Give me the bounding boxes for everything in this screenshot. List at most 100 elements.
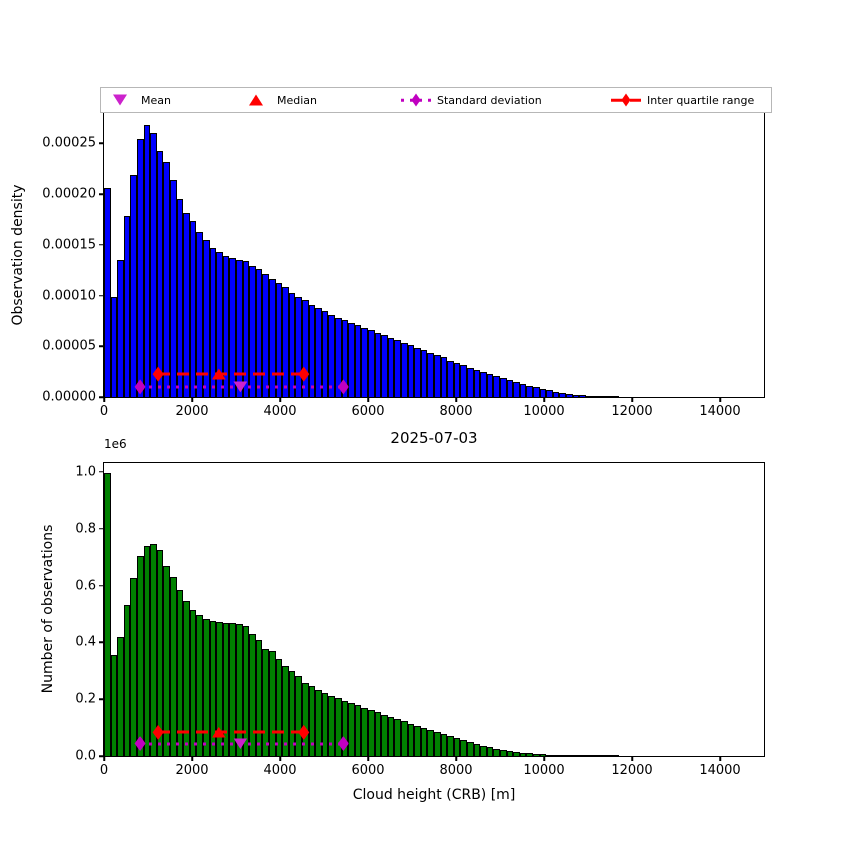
- histogram-bar: [546, 754, 553, 756]
- histogram-bar: [308, 304, 316, 397]
- histogram-bar: [473, 369, 481, 397]
- x-tick: [631, 756, 633, 761]
- histogram-bar: [275, 658, 283, 756]
- histogram-bar: [341, 700, 349, 756]
- histogram-bar: [519, 383, 527, 397]
- x-tick: [543, 397, 545, 402]
- triangle-down-icon: [113, 94, 127, 106]
- x-tick-label: 8000: [439, 763, 473, 778]
- histogram-bar: [407, 345, 415, 397]
- histogram-bar: [585, 395, 593, 397]
- histogram-bar: [493, 375, 500, 397]
- histogram-bar: [374, 333, 382, 397]
- histogram-bar: [440, 733, 448, 756]
- histogram-bar: [486, 373, 494, 397]
- histogram-bar: [117, 260, 124, 397]
- histogram-bar: [493, 748, 500, 756]
- legend-item-std: Standard deviation: [401, 88, 542, 112]
- histogram-bar: [203, 239, 210, 397]
- histogram-bar: [605, 755, 613, 756]
- legend: Mean Median Standard deviation Inter qua…: [100, 87, 772, 113]
- iqr-diamond-marker: [152, 724, 164, 740]
- bottom-y-axis-label: Number of observations: [40, 524, 56, 694]
- histogram-bar: [176, 199, 184, 397]
- histogram-bar: [216, 251, 223, 397]
- histogram-bar: [539, 754, 547, 756]
- histogram-bar: [170, 179, 177, 397]
- histogram-bar: [315, 690, 322, 756]
- diamond-icon: [621, 93, 631, 107]
- x-tick: [719, 756, 721, 761]
- histogram-bar: [348, 703, 355, 756]
- iqr-line: [158, 730, 304, 734]
- x-tick-label: 6000: [351, 404, 385, 419]
- top-y-axis-label: Observation density: [10, 184, 26, 326]
- legend-item-iqr: Inter quartile range: [611, 88, 754, 112]
- histogram-bar: [427, 729, 434, 756]
- x-tick-label: 14000: [699, 404, 741, 419]
- y-tick: [99, 142, 104, 145]
- diamond-icon: [411, 93, 421, 107]
- histogram-bar: [579, 395, 586, 397]
- histogram-bar: [143, 125, 151, 397]
- histogram-bar: [467, 367, 474, 397]
- histogram-bar: [163, 161, 170, 397]
- y-tick: [99, 528, 104, 530]
- y-tick: [99, 584, 104, 587]
- iqr-diamond-marker: [298, 724, 310, 740]
- histogram-bar: [209, 620, 217, 756]
- histogram-bar: [599, 755, 606, 756]
- mean-marker-icon: [105, 92, 135, 108]
- histogram-bar: [453, 737, 461, 756]
- y-tick-label: 0.00005: [42, 338, 96, 354]
- x-tick: [367, 756, 369, 761]
- x-tick: [103, 756, 105, 761]
- histogram-bar: [262, 274, 269, 397]
- histogram-bar: [288, 292, 296, 397]
- histogram-bar: [209, 247, 217, 397]
- histogram-bar: [559, 755, 566, 756]
- histogram-bar: [308, 686, 316, 756]
- histogram-bar: [183, 213, 190, 397]
- x-tick-label: 4000: [263, 763, 297, 778]
- histogram-bar: [612, 755, 619, 756]
- histogram-bar: [414, 725, 421, 756]
- iqr-line: [158, 372, 304, 376]
- y-tick: [99, 193, 104, 195]
- bottom-plot-area: [104, 463, 764, 756]
- x-tick: [631, 397, 633, 402]
- histogram-bar: [236, 260, 243, 397]
- histogram-bar: [203, 618, 210, 756]
- histogram-bar: [381, 335, 388, 397]
- histogram-bar: [282, 287, 289, 397]
- histogram-bar: [566, 755, 573, 756]
- histogram-bar: [500, 377, 507, 397]
- histogram-bar: [381, 714, 388, 756]
- histogram-bar: [255, 640, 263, 756]
- histogram-bar: [552, 754, 560, 756]
- histogram-bar: [123, 605, 131, 756]
- iqr-diamond-marker: [152, 366, 164, 382]
- histogram-bar: [137, 139, 144, 397]
- histogram-bar: [302, 299, 309, 397]
- x-tick-label: 12000: [611, 404, 653, 419]
- histogram-bar: [196, 614, 203, 756]
- bottom-axes: 0 2000 4000 6000 8000 10000 12000 14000 0.0 0.2 0.…: [75, 462, 765, 778]
- top-axes: 0 2000 4000 6000 8000 10000 12000 14000 0.00000 0…: [42, 112, 765, 419]
- histogram-bar: [242, 261, 250, 397]
- histogram-bar: [579, 755, 586, 756]
- histogram-bar: [315, 307, 322, 397]
- legend-label-mean: Mean: [141, 93, 171, 107]
- histogram-bar: [328, 695, 335, 756]
- x-tick: [191, 397, 193, 402]
- histogram-bar: [156, 150, 164, 397]
- histogram-bar: [447, 360, 454, 397]
- y-tick: [99, 396, 104, 398]
- histogram-bar: [420, 350, 428, 397]
- iqr-diamond-marker: [298, 366, 310, 382]
- histogram-bar: [434, 731, 441, 756]
- histogram-bar: [275, 283, 283, 397]
- histogram-bar: [130, 578, 137, 756]
- x-tick-label: 2000: [175, 763, 209, 778]
- std-deviation-diamond-marker: [337, 379, 349, 395]
